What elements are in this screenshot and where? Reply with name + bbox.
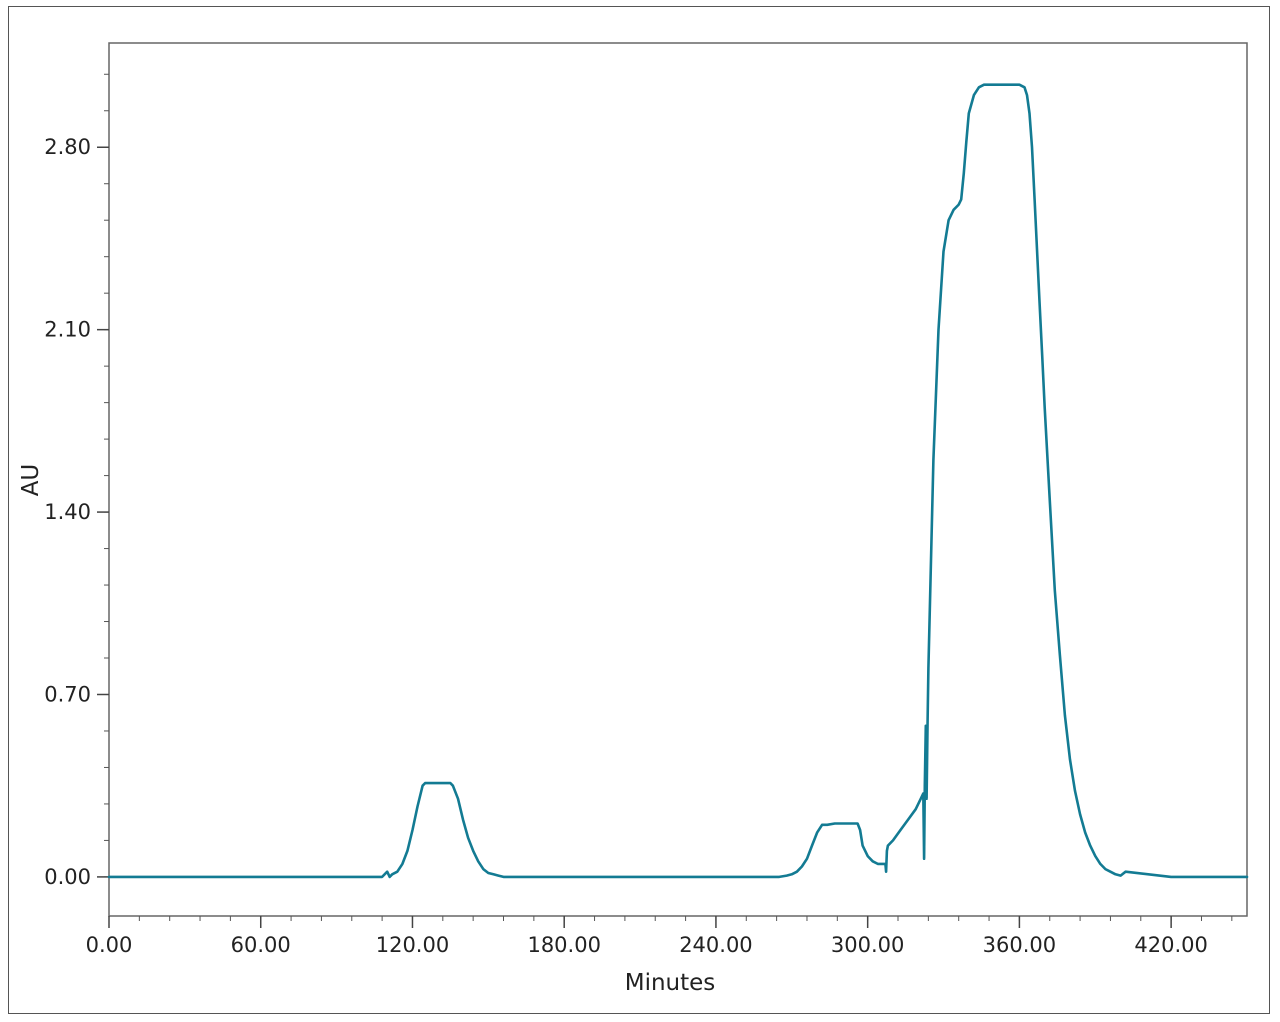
y-axis-title: AU [18,464,44,497]
y-tick-label: 1.40 [44,500,91,524]
x-axis: 0.00 60.00 120.00 180.00 240.00 300.00 360.00 4… [86,916,1233,957]
x-tick-label: 120.00 [376,933,449,957]
plot-area [108,42,1248,917]
series-line [107,83,1249,879]
x-tick-label: 300.00 [831,933,904,957]
y-axis: 0.00 0.70 1.40 2.10 2.80 [44,73,109,889]
x-tick-label: 0.00 [86,933,133,957]
series-group [107,83,1249,879]
x-tick-label: 240.00 [679,933,752,957]
chart-frame [8,6,1270,1014]
y-tick-label: 0.00 [44,865,91,889]
x-tick-label: 180.00 [527,933,600,957]
x-tick-label: 60.00 [231,933,291,957]
y-tick-label: 0.70 [44,682,91,706]
y-tick-label: 2.80 [44,135,91,159]
x-axis-title: Minutes [625,970,716,996]
y-tick-label: 2.10 [44,318,91,342]
x-tick-label: 420.00 [1134,933,1207,957]
x-tick-label: 360.00 [983,933,1056,957]
